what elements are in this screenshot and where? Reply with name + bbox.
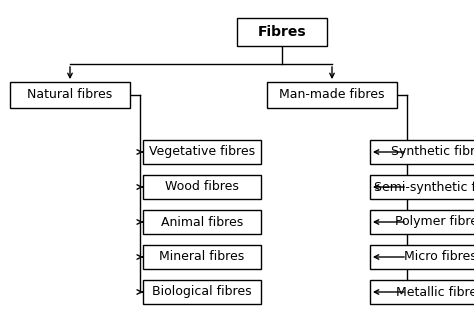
Bar — [143, 245, 261, 269]
Bar — [370, 140, 474, 164]
Bar — [143, 175, 261, 199]
Text: Animal fibres: Animal fibres — [161, 215, 243, 228]
Bar — [370, 245, 474, 269]
Text: Micro fibres: Micro fibres — [404, 250, 474, 263]
Bar — [143, 140, 261, 164]
Text: Biological fibres: Biological fibres — [152, 285, 252, 299]
Bar — [143, 210, 261, 234]
Text: Synthetic fibres: Synthetic fibres — [391, 146, 474, 158]
Text: Vegetative fibres: Vegetative fibres — [149, 146, 255, 158]
Bar — [370, 175, 474, 199]
Text: Fibres: Fibres — [258, 25, 306, 39]
Text: Wood fibres: Wood fibres — [165, 181, 239, 193]
Text: Natural fibres: Natural fibres — [27, 88, 113, 102]
Text: Semi-synthetic fibres: Semi-synthetic fibres — [374, 181, 474, 193]
Bar — [237, 18, 327, 46]
Bar — [143, 280, 261, 304]
Bar — [10, 82, 130, 108]
Bar — [370, 280, 474, 304]
Text: Polymer fibres: Polymer fibres — [395, 215, 474, 228]
Bar — [267, 82, 397, 108]
Text: Mineral fibres: Mineral fibres — [159, 250, 245, 263]
Text: Man-made fibres: Man-made fibres — [279, 88, 385, 102]
Text: Metallic fibres: Metallic fibres — [396, 285, 474, 299]
Bar — [370, 210, 474, 234]
